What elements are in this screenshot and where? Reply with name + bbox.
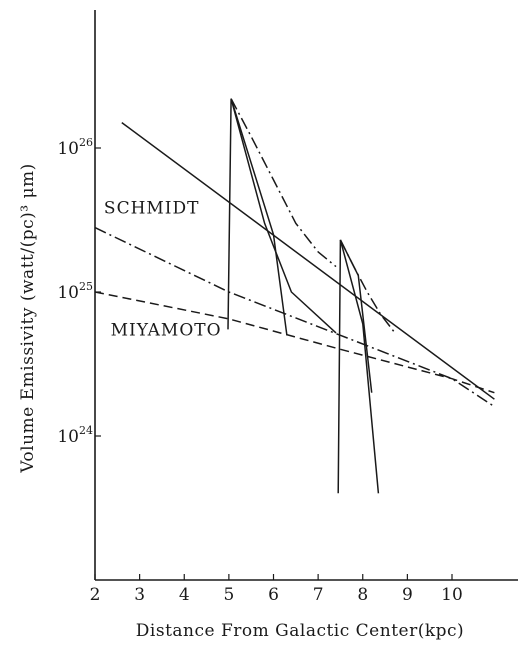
x-tick-label: 4 [179,585,190,605]
series-schmidt-line [94,226,495,408]
y-tick-label: 1024 [57,424,93,447]
annotation-schmidt: SCHMIDT [104,199,200,219]
series-line-7 [337,239,380,494]
annotations: SCHMIDT MIYAMOTO [104,199,222,341]
x-tick-label: 2 [90,585,101,605]
x-tick-label: 6 [268,585,279,605]
series-line-6 [230,98,337,334]
series-lines [94,98,495,494]
x-tick-label: 8 [357,585,368,605]
series-miyamoto-line [94,291,495,394]
y-tick-label: 1026 [57,136,93,159]
series-line-5 [227,98,288,336]
series-line-0 [121,121,495,400]
series-line-4 [339,239,395,333]
axes [94,10,518,581]
x-tick-label: 5 [223,585,234,605]
tick-labels: 2 3 4 5 6 7 8 9 10 1024 1025 1026 [57,136,462,605]
x-axis-label: Distance From Galactic Center(kpc) [136,621,464,641]
x-tick-label: 7 [313,585,324,605]
series-line-3 [230,98,337,268]
x-tick-label: 3 [134,585,145,605]
x-tick-label: 9 [402,585,413,605]
series-line-8 [339,239,373,393]
annotation-miyamoto: MIYAMOTO [111,320,222,340]
y-tick-label: 1025 [57,280,93,303]
x-tick-label: 10 [441,585,463,605]
y-axis-label: Volume Emissivity (watt/(pc)³ μm) [18,163,38,474]
